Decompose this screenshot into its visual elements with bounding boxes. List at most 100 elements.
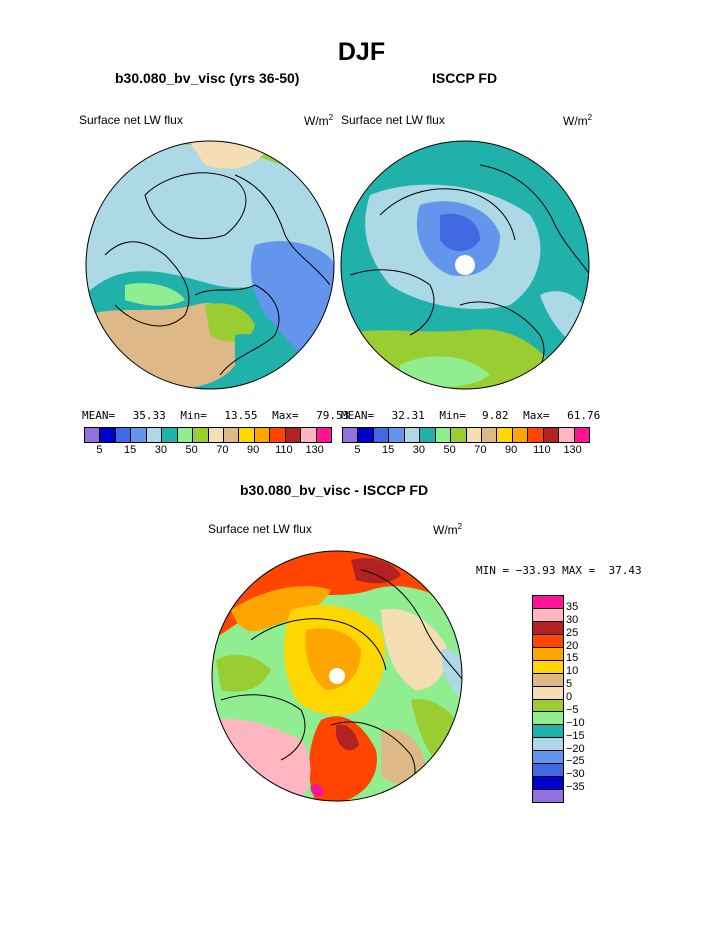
colorbar-swatch: [533, 660, 563, 674]
colorbar-tick-label: 30: [412, 444, 425, 456]
colorbar-tick-label: −35: [566, 781, 585, 794]
colorbar-swatch: [533, 596, 563, 609]
colorbar-swatch: [420, 428, 436, 442]
panel1-colorbar: [84, 427, 332, 443]
colorbar-tick-label: −15: [566, 729, 585, 742]
colorbar-tick-label: 20: [566, 639, 579, 652]
colorbar-tick-label: 15: [124, 444, 137, 456]
colorbar-swatch: [316, 428, 331, 442]
colorbar-tick-label: 10: [566, 665, 579, 678]
colorbar-tick-label: 15: [382, 444, 395, 456]
colorbar-swatch: [162, 428, 178, 442]
panel2-colorbar-labels: 5 15 30 50 70 90 110 130: [342, 444, 590, 458]
diff-unit-label: W/m2: [433, 522, 463, 537]
colorbar-tick-label: 5: [96, 444, 103, 456]
colorbar-tick-label: 30: [566, 613, 579, 626]
panel1-colorbar-labels: 5 15 30 50 70 90 110 130: [84, 444, 332, 458]
colorbar-tick-label: 110: [275, 444, 293, 456]
colorbar-swatch: [533, 647, 563, 661]
colorbar-swatch: [193, 428, 209, 442]
colorbar-swatch: [285, 428, 302, 442]
diff-colorbar-labels: 35 30 25 20 15 10 5 0 −5 −10 −15 −20 −25 −30 −35: [566, 595, 606, 801]
colorbar-swatch: [533, 725, 563, 739]
colorbar-swatch: [254, 428, 271, 442]
colorbar-swatch: [85, 428, 101, 442]
colorbar-tick-label: 5: [566, 678, 573, 691]
diff-colorbar: [532, 595, 564, 803]
panel2-variable-label: Surface net LW flux: [341, 113, 445, 127]
diff-polar-map: [211, 550, 463, 802]
colorbar-swatch: [533, 608, 563, 622]
colorbar-swatch: [533, 621, 563, 635]
colorbar-tick-label: 25: [566, 626, 579, 639]
panel1-polar-map: [85, 140, 335, 390]
colorbar-swatch: [543, 428, 560, 442]
colorbar-swatch: [301, 428, 317, 442]
colorbar-tick-label: −25: [566, 755, 585, 768]
panel1-title: b30.080_bv_visc (yrs 36-50): [115, 70, 300, 86]
colorbar-swatch: [343, 428, 359, 442]
colorbar-swatch: [466, 428, 482, 442]
colorbar-tick-label: 15: [566, 652, 579, 665]
colorbar-tick-label: 130: [305, 444, 324, 456]
panel2-polar-map: [340, 140, 590, 390]
page-title: DJF: [337, 38, 386, 66]
colorbar-swatch: [435, 428, 452, 442]
colorbar-swatch: [358, 428, 374, 442]
colorbar-swatch: [223, 428, 240, 442]
colorbar-swatch: [389, 428, 405, 442]
colorbar-swatch: [533, 712, 563, 726]
panel1-stats: MEAN= 35.33 Min= 13.55 Max= 79.53: [82, 409, 350, 422]
colorbar-swatch: [533, 751, 563, 765]
colorbar-tick-label: 50: [443, 444, 456, 456]
colorbar-tick-label: 70: [216, 444, 229, 456]
colorbar-tick-label: 35: [566, 600, 579, 613]
panel2-stats: MEAN= 32.31 Min= 9.82 Max= 61.76: [341, 409, 601, 422]
panel2-colorbar: [342, 427, 590, 443]
diff-panel-title: b30.080_bv_visc - ISCCP FD: [240, 482, 429, 498]
colorbar-tick-label: −5: [566, 703, 579, 716]
panel1-variable-label: Surface net LW flux: [79, 113, 183, 127]
colorbar-swatch: [115, 428, 132, 442]
colorbar-swatch: [481, 428, 498, 442]
colorbar-swatch: [131, 428, 147, 442]
colorbar-tick-label: −10: [566, 716, 585, 729]
colorbar-swatch: [533, 673, 563, 687]
panel2-unit-label: W/m2: [563, 113, 593, 128]
panel1-unit-label: W/m2: [304, 113, 334, 128]
colorbar-tick-label: −30: [566, 768, 585, 781]
colorbar-swatch: [559, 428, 575, 442]
colorbar-swatch: [270, 428, 286, 442]
colorbar-swatch: [533, 738, 563, 752]
colorbar-swatch: [239, 428, 255, 442]
colorbar-swatch: [100, 428, 116, 442]
colorbar-swatch: [533, 634, 563, 648]
colorbar-tick-label: 30: [154, 444, 167, 456]
colorbar-swatch: [373, 428, 390, 442]
colorbar-tick-label: 130: [563, 444, 582, 456]
colorbar-swatch: [533, 686, 563, 700]
colorbar-tick-label: 90: [247, 444, 260, 456]
diff-variable-label: Surface net LW flux: [208, 522, 312, 536]
colorbar-tick-label: −20: [566, 742, 585, 755]
colorbar-swatch: [177, 428, 194, 442]
colorbar-swatch: [512, 428, 529, 442]
colorbar-swatch: [574, 428, 589, 442]
colorbar-swatch: [533, 699, 563, 713]
colorbar-swatch: [533, 777, 563, 791]
colorbar-tick-label: 70: [474, 444, 487, 456]
colorbar-tick-label: 50: [185, 444, 198, 456]
colorbar-swatch: [404, 428, 421, 442]
colorbar-swatch: [451, 428, 467, 442]
panel2-title: ISCCP FD: [432, 70, 498, 86]
colorbar-tick-label: 0: [566, 691, 573, 703]
diff-minmax: MIN = −33.93 MAX = 37.43: [476, 564, 642, 577]
colorbar-swatch: [208, 428, 224, 442]
colorbar-swatch: [146, 428, 163, 442]
colorbar-tick-label: 5: [354, 444, 361, 456]
colorbar-swatch: [533, 764, 563, 778]
colorbar-tick-label: 90: [505, 444, 518, 456]
colorbar-tick-label: 110: [533, 444, 551, 456]
colorbar-swatch: [497, 428, 513, 442]
colorbar-swatch: [528, 428, 544, 442]
